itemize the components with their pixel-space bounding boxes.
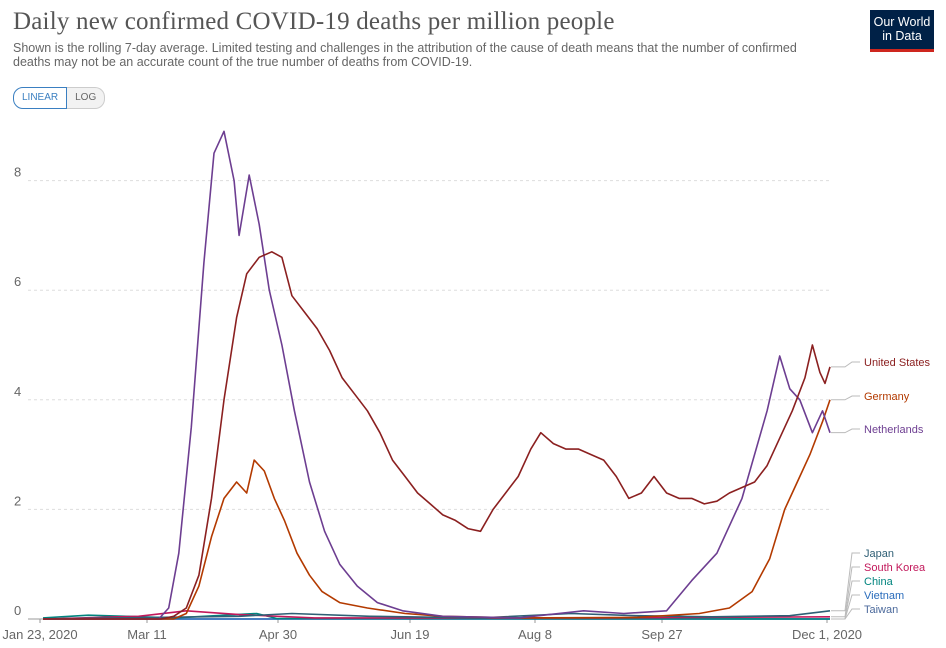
y-tick-label: 6 (14, 274, 21, 289)
x-tick-label: Sep 27 (641, 627, 682, 642)
owid-logo[interactable]: Our World in Data (870, 10, 934, 52)
legend-label-netherlands[interactable]: Netherlands (864, 424, 924, 436)
legend-labels: United States Germany Netherlands Japan Sout… (831, 357, 931, 620)
chart-title: Daily new confirmed COVID-19 deaths per … (13, 8, 615, 35)
chart-subtitle: Shown is the rolling 7-day average. Limi… (13, 41, 797, 69)
legend-label-south-korea[interactable]: South Korea (864, 562, 926, 574)
x-tick-label: Mar 11 (127, 627, 167, 642)
legend-connector (831, 608, 860, 620)
logo-line-1: Our World (873, 15, 931, 29)
legend-label-japan[interactable]: Japan (864, 548, 894, 560)
legend-label-vietnam[interactable]: Vietnam (864, 590, 904, 602)
x-tick-label: Jan 23, 2020 (2, 627, 77, 642)
scale-toggle: LINEAR LOG (13, 87, 106, 109)
logo-line-2: in Data (882, 29, 922, 43)
legend-connector (831, 428, 860, 434)
series-line-japan[interactable] (42, 610, 831, 620)
series-lines (42, 130, 831, 620)
y-tick-label: 0 (14, 603, 21, 618)
log-scale-button[interactable]: LOG (67, 87, 106, 109)
legend-connector (831, 552, 860, 612)
linear-scale-button[interactable]: LINEAR (13, 87, 68, 109)
x-tick-label: Aug 8 (518, 627, 552, 642)
series-line-united-states[interactable] (43, 251, 831, 620)
y-axis: 0 2 4 6 8 (14, 165, 21, 618)
x-tick-label: Dec 1, 2020 (792, 627, 862, 642)
legend-label-united-states[interactable]: United States (864, 357, 931, 369)
legend-label-taiwan[interactable]: Taiwan (864, 604, 898, 616)
legend-label-china[interactable]: China (864, 576, 894, 588)
series-line-germany[interactable] (43, 399, 831, 620)
y-tick-label: 8 (14, 165, 21, 180)
x-tick-label: Jun 19 (390, 627, 429, 642)
legend-label-germany[interactable]: Germany (864, 391, 910, 403)
y-tick-label: 4 (14, 384, 21, 399)
grid (28, 180, 830, 620)
series-line-netherlands[interactable] (43, 130, 831, 620)
x-axis: Jan 23, 2020 Mar 11 Apr 30 Jun 19 Aug 8 Sep 2… (2, 619, 862, 642)
x-tick-label: Apr 30 (259, 627, 297, 642)
legend-connector (831, 395, 860, 401)
legend-connector (831, 566, 860, 618)
legend-connector (831, 361, 860, 368)
y-tick-label: 2 (14, 493, 21, 508)
